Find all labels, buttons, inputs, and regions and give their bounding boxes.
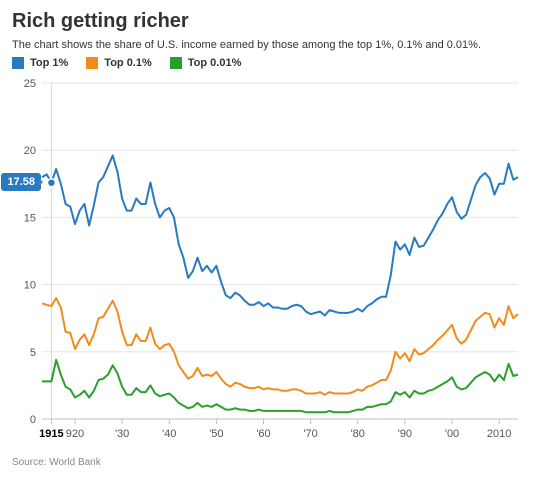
- svg-text:25: 25: [24, 78, 36, 90]
- chart-subtitle: The chart shows the share of U.S. income…: [12, 39, 528, 51]
- chart-title: Rich getting richer: [12, 10, 528, 33]
- legend-swatch-icon: [170, 57, 182, 69]
- svg-text:5: 5: [30, 347, 36, 359]
- plot-area[interactable]: 0 5 10 15 20 25 1915920 '30 '40 '50 '60 '70 '80 '90 '0…: [12, 77, 528, 447]
- svg-text:0: 0: [30, 414, 36, 426]
- svg-text:15: 15: [24, 212, 36, 224]
- legend-label: Top 0.1%: [104, 57, 151, 69]
- svg-text:'40: '40: [162, 428, 176, 440]
- svg-text:'00: '00: [445, 428, 459, 440]
- tooltip-value: 17.58: [7, 176, 35, 188]
- legend-label: Top 1%: [30, 57, 68, 69]
- svg-text:920: 920: [66, 428, 84, 440]
- legend-item-top001[interactable]: Top 0.01%: [170, 57, 242, 69]
- svg-text:20: 20: [24, 145, 36, 157]
- legend-item-top1[interactable]: Top 1%: [12, 57, 68, 69]
- legend-swatch-icon: [86, 57, 98, 69]
- line-chart-svg: 0 5 10 15 20 25 1915920 '30 '40 '50 '60 '70 '80 '90 '0…: [12, 77, 528, 447]
- legend-label: Top 0.01%: [188, 57, 242, 69]
- legend-item-top01[interactable]: Top 0.1%: [86, 57, 151, 69]
- svg-text:'80: '80: [351, 428, 365, 440]
- svg-text:10: 10: [24, 280, 36, 292]
- svg-text:'50: '50: [209, 428, 223, 440]
- svg-text:2010: 2010: [487, 428, 511, 440]
- svg-text:'60: '60: [256, 428, 270, 440]
- svg-text:'90: '90: [398, 428, 412, 440]
- legend: Top 1% Top 0.1% Top 0.01%: [12, 57, 528, 69]
- source-label: Source: World Bank: [12, 457, 528, 468]
- svg-text:'30: '30: [115, 428, 129, 440]
- tooltip-flag: 17.58: [1, 173, 41, 191]
- legend-swatch-icon: [12, 57, 24, 69]
- svg-text:'70: '70: [303, 428, 317, 440]
- chart-container: Rich getting richer The chart shows the …: [0, 0, 540, 474]
- svg-text:1915: 1915: [39, 428, 63, 440]
